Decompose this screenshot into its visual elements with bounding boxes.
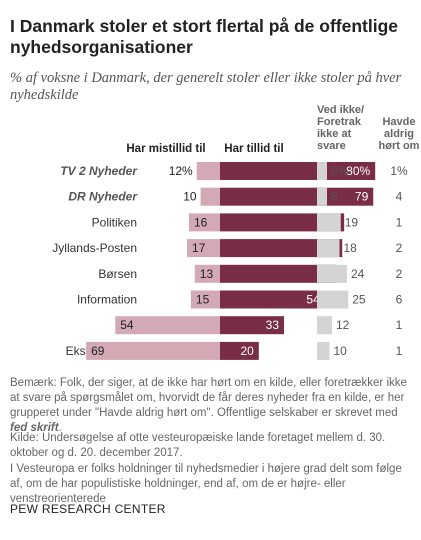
header-never-heard-line: hørt om [379,140,420,152]
category-label: Børsen [98,267,137,281]
data-label-trust: 79 [355,190,369,204]
bar-trust [220,341,259,360]
bar-no-answer [317,162,327,180]
data-label-no-answer: 10 [334,344,348,358]
data-label-distrust: 10 [183,190,197,204]
bar-trust [220,264,337,283]
category-label: Politiken [92,215,137,229]
bar-trust [220,162,376,180]
bar-no-answer [317,341,330,360]
data-label-never-heard: 6 [396,293,403,307]
data-label-never-heard: 1 [396,215,403,229]
bar-no-answer [317,316,332,335]
data-label-never-heard: 1 [396,318,403,332]
data-label-no-answer: 8 [331,190,338,204]
data-label-never-heard: 2 [396,267,403,281]
category-label: DR Nyheder [68,190,138,204]
note-remark-end: . [58,422,62,434]
chart-canvas: Har mistillid til Har tillid til Ved ikke/… [52,104,420,360]
data-label-trust: 33 [266,318,280,332]
note-remark: Bemærk: Folk, der siger, at de ikke har … [10,376,415,436]
data-label-distrust: 54 [120,318,134,332]
data-label-distrust: 13 [200,267,214,281]
bar-distrust [188,213,220,232]
data-label-distrust: 17 [192,241,206,255]
note-footnote: I Vesteuropa er folks holdninger til nyh… [10,463,402,505]
header-distrust: Har mistillid til [126,143,205,155]
bar-distrust [190,290,220,309]
bar-trust [220,290,325,309]
bar-distrust [115,316,220,335]
footer-credit: PEW RESEARCH CENTER [10,502,166,516]
chart-subtitle: % af voksne i Danmark, der generelt stol… [10,70,402,103]
bar-distrust [200,187,220,206]
note-remark-text: Bemærk: Folk, der siger, at de ikke har … [10,377,407,419]
data-label-no-answer: 25 [352,293,366,307]
note-source: Kilde: Undersøgelse af otte vesteuropæis… [10,432,386,459]
data-label-distrust: 69 [91,344,105,358]
bar-trust [220,187,374,206]
data-label-no-answer: 8% [331,164,349,178]
bar-no-answer [317,290,349,309]
chart-title: I Danmark stoler et stort flertal på de … [10,16,398,57]
data-label-distrust: 12% [169,164,193,178]
data-label-no-answer: 12 [336,318,350,332]
data-label-no-answer: 19 [345,215,359,229]
data-label-distrust: 15 [196,293,210,307]
bar-no-answer [317,264,347,283]
data-label-never-heard: 1 [396,344,403,358]
data-label-distrust: 16 [194,215,208,229]
header-never-heard-line: Havde [382,116,415,128]
bar-distrust [194,264,220,283]
bar-no-answer [317,187,327,206]
note-remark-bold: fed skrift [10,422,59,434]
bar-trust [220,316,285,335]
header-no-answer-line: svare [317,140,346,152]
bar-distrust [187,239,220,258]
data-label-trust: 80% [346,164,370,178]
bar-trust [220,213,345,232]
header-no-answer-line: Foretrak [317,116,362,128]
header-no-answer-line: Ved ikke/ [317,104,364,116]
bar-no-answer [317,239,340,258]
data-label-trust: 20 [240,344,254,358]
category-label: Information [77,293,137,307]
bar-distrust [196,162,220,180]
category-label: Jyllands-Posten [52,241,137,255]
bar-trust [220,239,343,258]
data-label-never-heard: 1% [390,164,408,178]
bar-distrust [86,341,220,360]
header-no-answer-line: ikke at [317,128,352,140]
data-label-trust: 54 [306,293,320,307]
data-label-never-heard: 2 [396,241,403,255]
data-label-no-answer: 24 [351,267,365,281]
bar-no-answer [317,213,341,232]
header-never-heard-line: aldrig [384,128,414,140]
category-label: TV 2 Nyheder [60,164,138,178]
data-label-no-answer: 18 [344,241,358,255]
header-trust: Har tillid til [224,143,283,155]
data-label-never-heard: 4 [396,190,403,204]
